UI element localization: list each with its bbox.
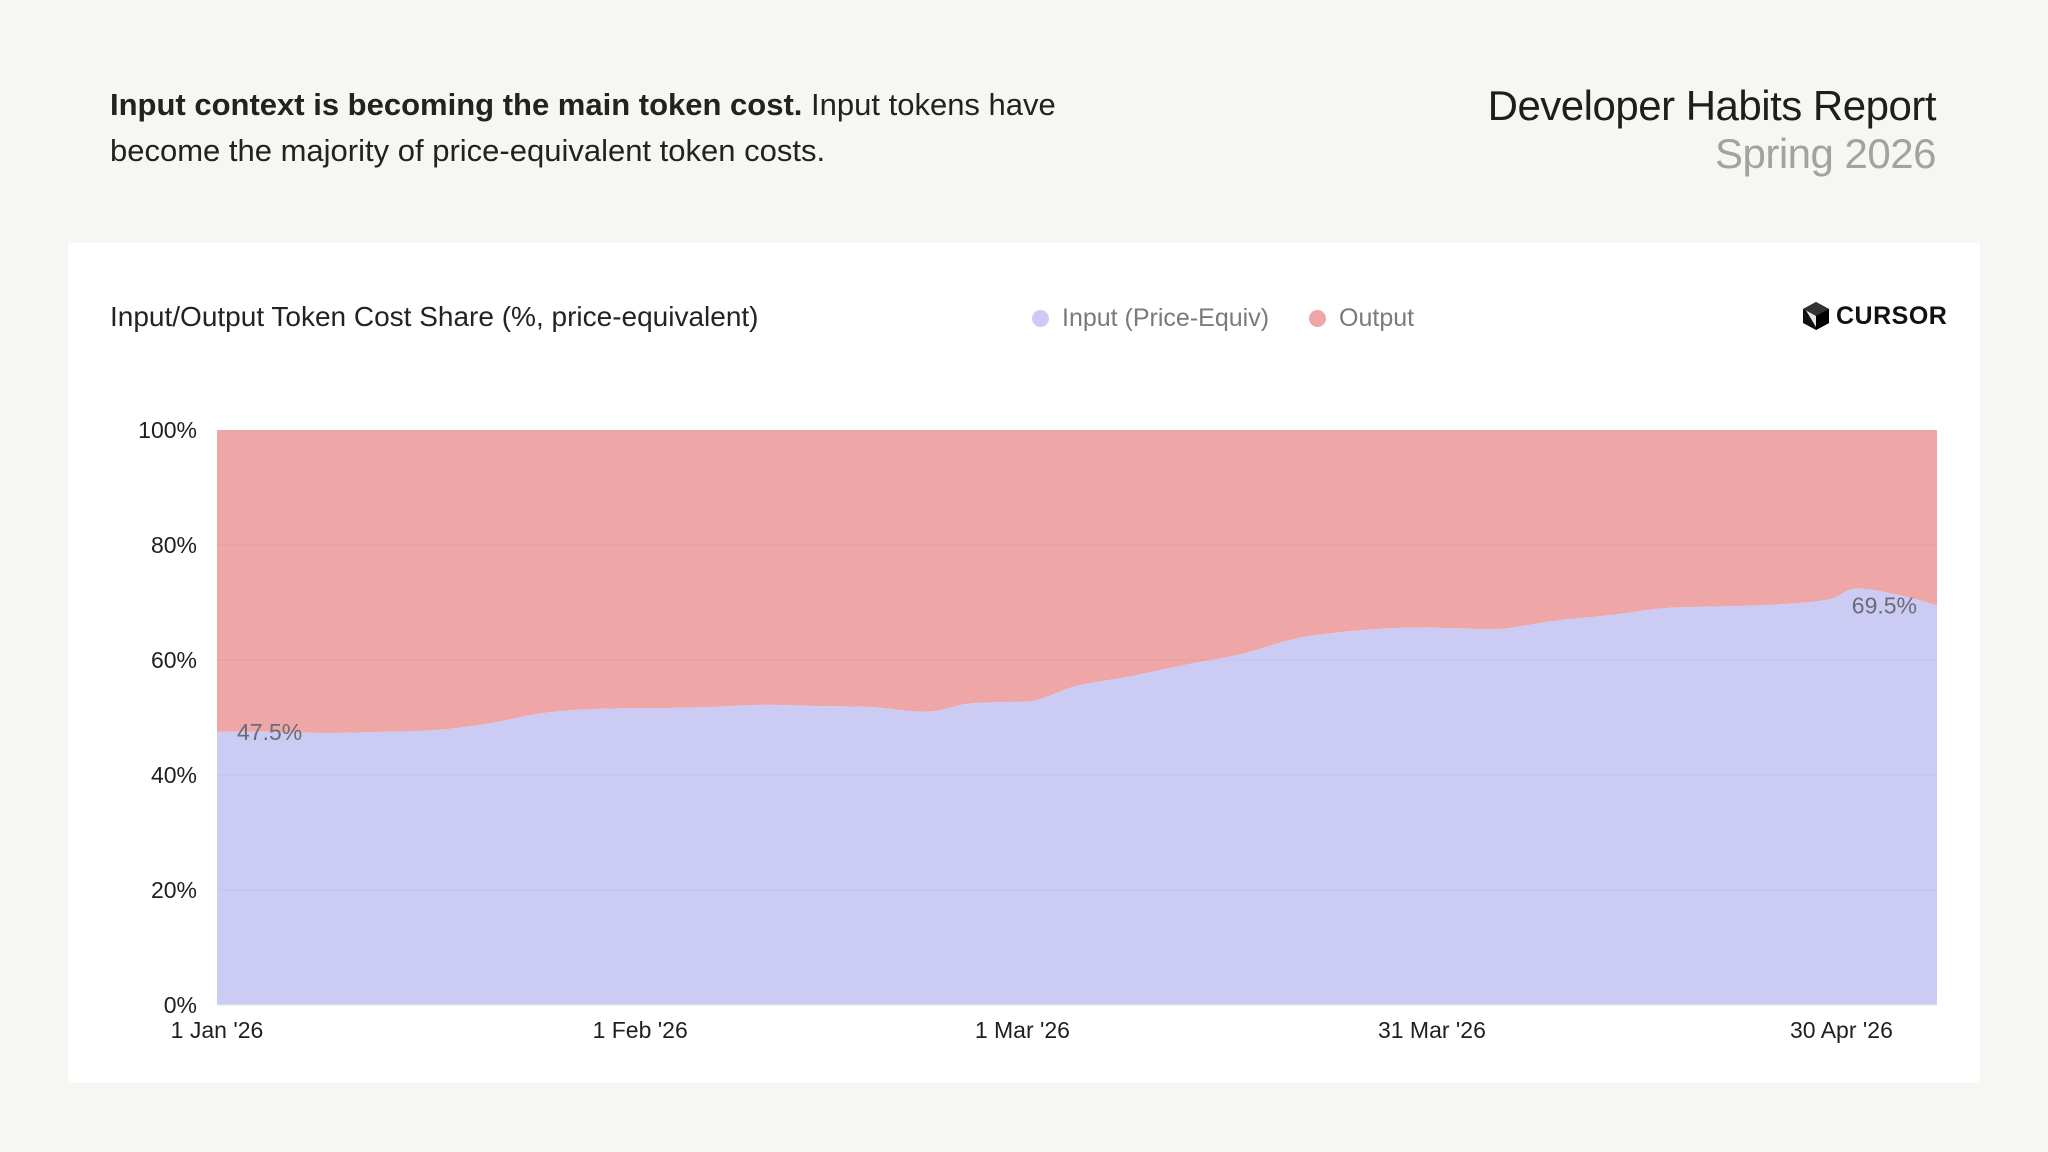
y-tick-label: 20% [151,877,197,903]
legend-item-output: Output [1309,304,1414,333]
cursor-logo: CURSOR [1802,301,1947,331]
x-tick-label: 1 Mar '26 [975,1017,1070,1043]
x-tick-label: 31 Mar '26 [1378,1017,1486,1043]
headline-bold: Input context is becoming the main token… [110,87,803,122]
report-title-block: Developer Habits Report Spring 2026 [1487,82,1937,178]
logo-text: CURSOR [1836,301,1948,330]
area-output [217,430,1937,734]
x-tick-label: 1 Feb '26 [593,1017,688,1043]
y-tick-label: 100% [138,417,197,443]
y-tick-label: 40% [151,762,197,788]
report-title: Developer Habits Report [1487,82,1937,129]
x-tick-label: 30 Apr '26 [1790,1017,1893,1043]
y-tick-label: 0% [164,992,197,1018]
chart-legend: Input (Price-Equiv) Output [1032,304,1454,333]
legend-item-input: Input (Price-Equiv) [1032,304,1269,333]
report-subtitle: Spring 2026 [1714,130,1937,177]
area-input [217,588,1937,1005]
legend-swatch-input [1032,310,1049,327]
data-label: 47.5% [237,719,302,745]
headline: Input context is becoming the main token… [110,82,1110,174]
data-label: 69.5% [1852,592,1917,618]
legend-label-input: Input (Price-Equiv) [1062,304,1270,332]
chart-title: Input/Output Token Cost Share (%, price-… [110,301,759,332]
legend-label-output: Output [1339,304,1415,332]
cursor-cube-icon [1803,302,1829,330]
y-tick-label: 80% [151,532,197,558]
headline-rest: Input tokens have become the majority of… [110,87,1056,168]
x-tick-label: 1 Jan '26 [171,1017,264,1043]
y-tick-label: 60% [151,647,197,673]
legend-swatch-output [1309,310,1327,327]
